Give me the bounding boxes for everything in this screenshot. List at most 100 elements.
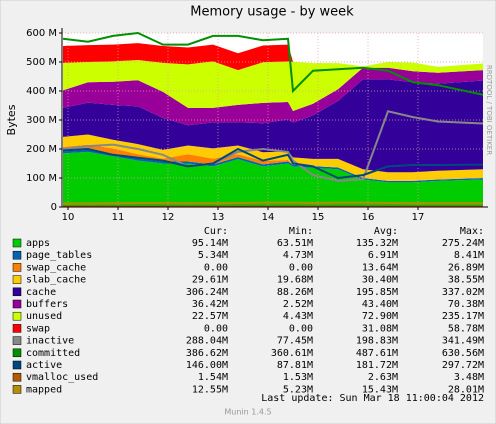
legend-label: unused xyxy=(26,311,62,322)
legend-stat: 0.00 xyxy=(204,323,228,334)
legend-stat: 630.56M xyxy=(442,348,484,359)
line xyxy=(62,31,484,96)
legend-stat: 4.73M xyxy=(283,250,313,261)
legend-swatch xyxy=(12,299,22,309)
legend-stat: 0.00 xyxy=(289,262,313,273)
legend-label: committed xyxy=(26,348,80,359)
legend-swatch xyxy=(12,372,22,382)
legend-stat: 5.34M xyxy=(198,250,228,261)
y-tick-label: 0 xyxy=(51,202,57,213)
legend-stat: 195.85M xyxy=(356,287,398,298)
legend-label: swap_cache xyxy=(26,262,86,273)
legend-stat: 22.57M xyxy=(192,311,228,322)
x-tick-label: 14 xyxy=(262,212,275,223)
legend-stat: 43.40M xyxy=(362,299,398,310)
legend-stat: 360.61M xyxy=(271,348,313,359)
y-axis-label: Bytes xyxy=(5,104,18,135)
legend-stat: 297.72M xyxy=(442,360,484,371)
legend-swatch xyxy=(12,311,22,321)
stat-header: Cur: xyxy=(204,226,228,237)
legend-label: slab_cache xyxy=(26,275,86,286)
legend-stat: 4.43M xyxy=(283,311,313,322)
legend-stat: 341.49M xyxy=(442,336,484,347)
legend-swatch xyxy=(12,324,22,333)
x-tick-label: 11 xyxy=(112,212,125,223)
legend-stat: 29.61M xyxy=(192,275,228,286)
legend-stat: 2.63M xyxy=(368,372,398,383)
y-tick-label: 100 M xyxy=(26,173,57,184)
legend-label: apps xyxy=(26,238,50,249)
x-tick-label: 17 xyxy=(412,212,425,223)
legend-stat: 5.23M xyxy=(283,384,313,395)
footer: Munin 1.4.5 xyxy=(224,408,271,417)
y-tick-label: 600 M xyxy=(26,28,57,39)
legend-stat: 386.62M xyxy=(186,348,228,359)
legend-label: inactive xyxy=(26,336,74,347)
legend-label: buffers xyxy=(26,299,68,310)
legend-stat: 1.53M xyxy=(283,372,313,383)
legend-label: active xyxy=(26,360,62,371)
legend-stat: 13.64M xyxy=(362,262,398,273)
legend-stat: 181.72M xyxy=(356,360,398,371)
legend-stat: 0.00 xyxy=(289,323,313,334)
legend-stat: 72.90M xyxy=(362,311,398,322)
legend-stat: 0.00 xyxy=(204,262,228,273)
legend-stat: 337.02M xyxy=(442,287,484,298)
x-tick-label: 13 xyxy=(212,212,225,223)
plot xyxy=(62,31,484,208)
legend-swatch xyxy=(12,348,22,358)
legend-stat: 288.04M xyxy=(186,336,228,347)
legend-stat: 306.24M xyxy=(186,287,228,298)
legend-stat: 135.32M xyxy=(356,238,398,249)
x-tick-label: 12 xyxy=(162,212,175,223)
y-tick-label: 500 M xyxy=(26,57,57,68)
legend-stat: 63.51M xyxy=(277,238,313,249)
legend-stat: 275.24M xyxy=(442,238,484,249)
legend-stat: 26.89M xyxy=(448,262,484,273)
legend-stat: 19.68M xyxy=(277,275,313,286)
legend-stat: 87.81M xyxy=(277,360,313,371)
legend-stat: 12.55M xyxy=(192,384,228,395)
stat-header: Min: xyxy=(289,226,313,237)
legend-stat: 28.01M xyxy=(448,384,484,395)
legend-stat: 38.55M xyxy=(448,275,484,286)
legend-stat: 15.43M xyxy=(362,384,398,395)
legend-stat: 31.08M xyxy=(362,323,398,334)
legend-label: vmalloc_used xyxy=(26,372,98,383)
y-tick-label: 200 M xyxy=(26,144,57,155)
x-tick-label: 10 xyxy=(62,212,75,223)
legend-swatch xyxy=(12,336,22,345)
x-tick-label: 15 xyxy=(312,212,325,223)
legend-stat: 88.26M xyxy=(277,287,313,298)
legend-stat: 6.91M xyxy=(368,250,398,261)
area xyxy=(63,67,483,126)
legend-stat: 8.41M xyxy=(454,250,484,261)
legend-swatch xyxy=(12,238,22,248)
legend-swatch xyxy=(12,287,22,297)
legend-swatch xyxy=(12,385,22,394)
legend-stat: 1.54M xyxy=(198,372,228,383)
last-update: Last update: Sun Mar 18 11:00:04 2012 xyxy=(261,393,484,404)
legend-stat: 36.42M xyxy=(192,299,228,310)
legend-stat: 235.17M xyxy=(442,311,484,322)
legend-stat: 198.83M xyxy=(356,336,398,347)
legend-stat: 95.14M xyxy=(192,238,228,249)
legend-stat: 70.38M xyxy=(448,299,484,310)
y-tick-label: 400 M xyxy=(26,86,57,97)
y-tick-label: 300 M xyxy=(26,115,57,126)
legend-stat: 58.78M xyxy=(448,323,484,334)
legend-label: page_tables xyxy=(26,250,92,261)
line xyxy=(62,110,484,182)
legend-stat: 3.48M xyxy=(454,372,484,383)
legend-label: swap xyxy=(26,323,50,334)
legend-swatch xyxy=(12,360,22,370)
area xyxy=(63,43,483,71)
stat-header: Avg: xyxy=(374,226,398,237)
legend-label: cache xyxy=(26,287,56,298)
legend-swatch xyxy=(12,275,22,284)
line xyxy=(62,147,484,180)
legend-swatch xyxy=(12,250,22,260)
line xyxy=(63,201,483,205)
legend-swatch xyxy=(12,263,22,272)
